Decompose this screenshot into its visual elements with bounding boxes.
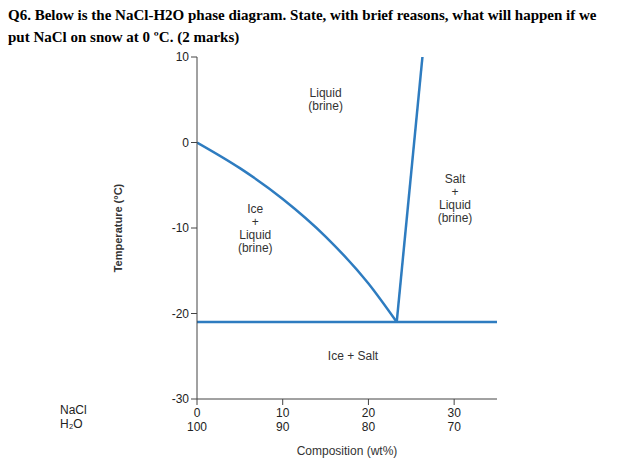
svg-text:0: 0 bbox=[194, 406, 201, 420]
svg-text:-30: -30 bbox=[172, 392, 190, 406]
svg-text:-10: -10 bbox=[172, 221, 190, 235]
svg-text:80: 80 bbox=[362, 420, 376, 434]
svg-text:10: 10 bbox=[176, 50, 190, 64]
svg-text:20: 20 bbox=[362, 406, 376, 420]
html-text:Temperature (°C): Temperature (°C) bbox=[112, 183, 124, 273]
svg-text:10: 10 bbox=[276, 406, 290, 420]
svg-text:Ice+Liquid(brine): Ice+Liquid(brine) bbox=[238, 202, 273, 255]
html-text:Q6. Below is the NaCl-H2O phas: Q6. Below is the NaCl-H2O phase diagram.… bbox=[8, 7, 597, 45]
svg-text:0: 0 bbox=[182, 136, 189, 150]
html-text:H₂O: H₂O bbox=[60, 417, 83, 431]
svg-text:30: 30 bbox=[447, 406, 461, 420]
svg-text:100: 100 bbox=[187, 420, 207, 434]
svg-text:Ice + Salt: Ice + Salt bbox=[328, 349, 379, 363]
svg-text:90: 90 bbox=[276, 420, 290, 434]
svg-text:Salt+Liquid(brine): Salt+Liquid(brine) bbox=[438, 172, 473, 225]
html-text:NaCl: NaCl bbox=[60, 403, 87, 417]
svg-text:-20: -20 bbox=[172, 307, 190, 321]
svg-text:70: 70 bbox=[447, 420, 461, 434]
html-text:Composition (wt%): Composition (wt%) bbox=[296, 444, 398, 458]
svg-text:Liquid(brine): Liquid(brine) bbox=[308, 86, 343, 113]
